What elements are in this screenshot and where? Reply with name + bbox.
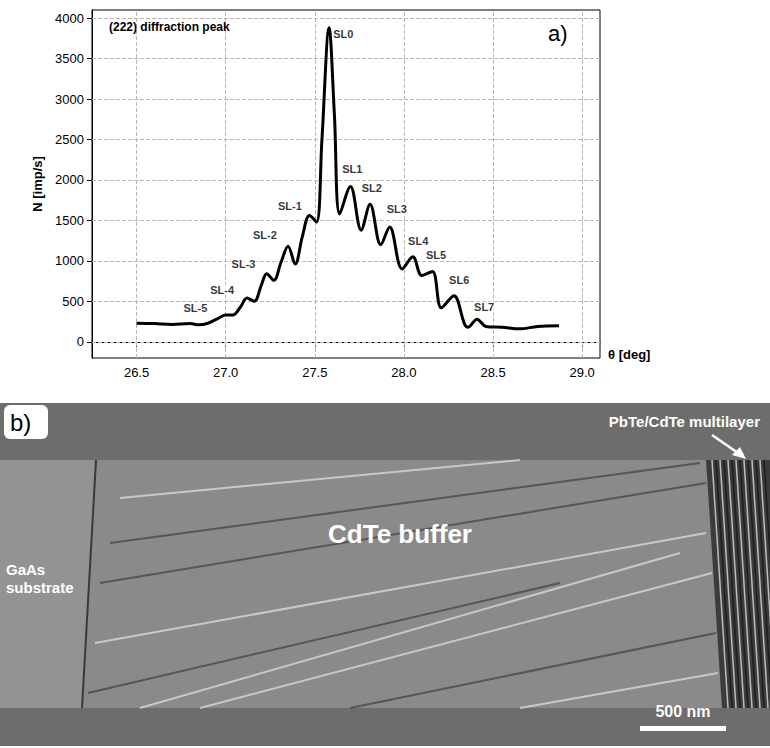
svg-text:2000: 2000 bbox=[55, 172, 84, 187]
svg-text:SL5: SL5 bbox=[426, 249, 446, 261]
svg-text:CdTe buffer: CdTe buffer bbox=[328, 519, 472, 549]
svg-text:500 nm: 500 nm bbox=[655, 703, 710, 720]
svg-text:27.0: 27.0 bbox=[213, 365, 238, 380]
svg-text:1500: 1500 bbox=[55, 213, 84, 228]
svg-text:SL1: SL1 bbox=[342, 163, 362, 175]
svg-text:SL6: SL6 bbox=[449, 274, 469, 286]
svg-text:SL-5: SL-5 bbox=[183, 302, 207, 314]
svg-text:SL3: SL3 bbox=[387, 203, 407, 215]
svg-text:SL4: SL4 bbox=[408, 235, 429, 247]
svg-text:27.5: 27.5 bbox=[302, 365, 327, 380]
svg-text:SL-4: SL-4 bbox=[210, 284, 235, 296]
svg-text:a): a) bbox=[548, 21, 568, 46]
svg-text:500: 500 bbox=[62, 294, 84, 309]
svg-text:GaAssubstrate: GaAssubstrate bbox=[6, 561, 74, 596]
svg-text:SL7: SL7 bbox=[474, 301, 494, 313]
svg-text:SL-2: SL-2 bbox=[253, 229, 277, 241]
svg-text:N [imp/s]: N [imp/s] bbox=[30, 156, 45, 212]
svg-text:28.5: 28.5 bbox=[480, 365, 505, 380]
svg-text:b): b) bbox=[10, 409, 31, 436]
svg-text:1000: 1000 bbox=[55, 253, 84, 268]
svg-text:0: 0 bbox=[77, 334, 84, 349]
svg-text:3500: 3500 bbox=[55, 51, 84, 66]
svg-text:28.0: 28.0 bbox=[391, 365, 416, 380]
svg-text:2500: 2500 bbox=[55, 132, 84, 147]
svg-text:SL-1: SL-1 bbox=[278, 200, 302, 212]
svg-text:3000: 3000 bbox=[55, 92, 84, 107]
svg-text:(222) diffraction peak: (222) diffraction peak bbox=[109, 20, 230, 34]
svg-text:PbTe/CdTe multilayer: PbTe/CdTe multilayer bbox=[609, 413, 760, 430]
svg-text:θ [deg]: θ [deg] bbox=[608, 347, 650, 362]
svg-text:SL0: SL0 bbox=[333, 28, 353, 40]
svg-text:4000: 4000 bbox=[55, 11, 84, 26]
svg-text:29.0: 29.0 bbox=[570, 365, 595, 380]
svg-text:SL2: SL2 bbox=[362, 182, 382, 194]
svg-text:26.5: 26.5 bbox=[124, 365, 149, 380]
svg-text:SL-3: SL-3 bbox=[232, 258, 256, 270]
